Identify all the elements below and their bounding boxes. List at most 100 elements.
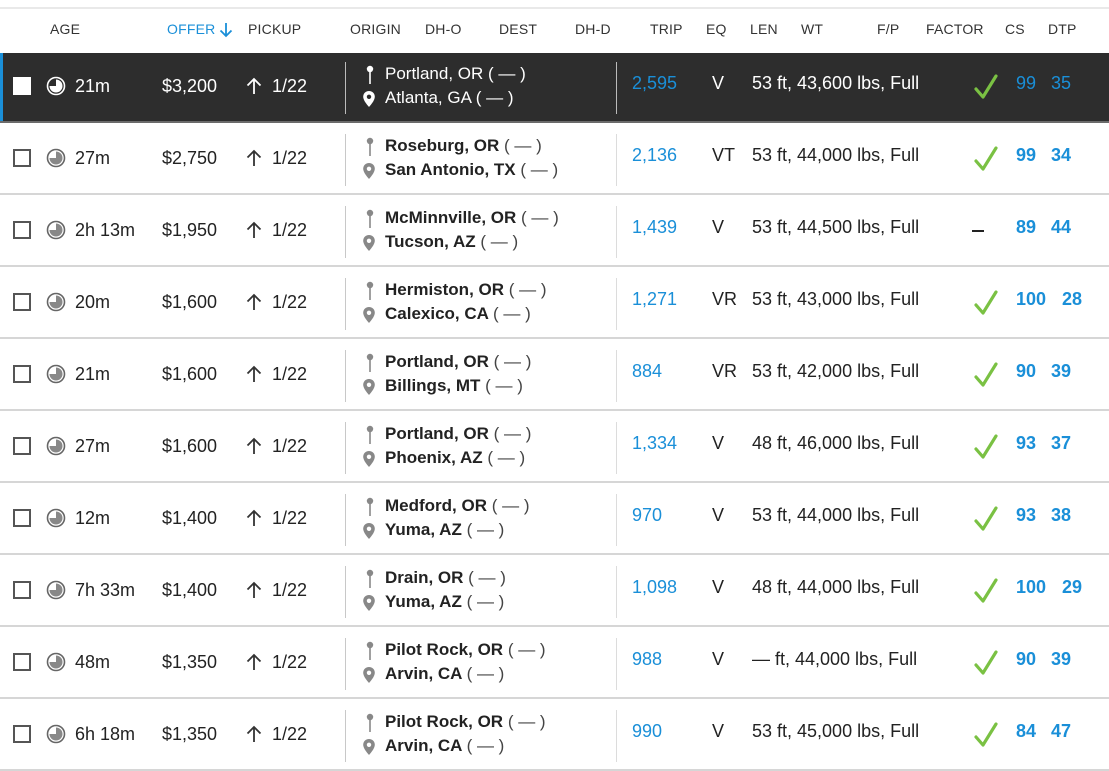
load-row[interactable]: 20m $1,600 1/22 Hermiston, OR ( — ) Cale…	[0, 269, 1109, 339]
row-checkbox[interactable]	[13, 293, 31, 311]
row-destination[interactable]: Atlanta, GA ( — )	[385, 88, 514, 107]
row-days-to-pay[interactable]: 47	[1051, 721, 1072, 741]
row-days-to-pay[interactable]: 37	[1051, 433, 1072, 453]
load-row[interactable]: 27m $1,600 1/22 Portland, OR ( — ) Phoen…	[0, 413, 1109, 483]
row-days-to-pay[interactable]: 38	[1051, 505, 1072, 525]
column-divider	[616, 134, 617, 186]
column-header-len[interactable]: LEN	[750, 21, 778, 37]
row-trip-miles[interactable]: 1,271	[632, 289, 678, 309]
row-origin[interactable]: Portland, OR ( — )	[385, 424, 532, 443]
row-checkbox[interactable]	[13, 509, 31, 527]
origin-deadhead: ( — )	[493, 424, 532, 443]
row-origin[interactable]: Pilot Rock, OR ( — )	[385, 712, 546, 731]
row-trip-miles[interactable]: 990	[632, 721, 663, 741]
factor-check-icon	[974, 362, 998, 387]
load-row[interactable]: 2h 13m $1,950 1/22 McMinnville, OR ( — )…	[0, 197, 1109, 267]
row-origin[interactable]: Portland, OR ( — )	[385, 352, 532, 371]
load-row[interactable]: 21m $1,600 1/22 Portland, OR ( — ) Billi…	[0, 341, 1109, 411]
row-destination[interactable]: Arvin, CA ( — )	[385, 664, 505, 683]
load-row[interactable]: 27m $2,750 1/22 Roseburg, OR ( — ) San A…	[0, 125, 1109, 195]
row-credit-score[interactable]: 90	[1016, 361, 1037, 381]
row-checkbox[interactable]	[13, 221, 31, 239]
column-header-age[interactable]: AGE	[50, 21, 81, 37]
column-header-eq[interactable]: EQ	[706, 21, 727, 37]
factor-none-dash	[972, 230, 984, 232]
row-trip-miles[interactable]: 2,595	[632, 73, 678, 93]
row-destination[interactable]: San Antonio, TX ( — )	[385, 160, 559, 179]
row-checkbox[interactable]	[13, 653, 31, 671]
row-origin[interactable]: Medford, OR ( — )	[385, 496, 530, 515]
row-destination[interactable]: Arvin, CA ( — )	[385, 736, 505, 755]
row-trip-miles[interactable]: 1,439	[632, 217, 678, 237]
row-credit-score[interactable]: 89	[1016, 217, 1037, 237]
row-checkbox[interactable]	[13, 437, 31, 455]
row-days-to-pay[interactable]: 34	[1051, 145, 1072, 165]
row-days-to-pay[interactable]: 29	[1062, 577, 1083, 597]
load-row[interactable]: 21m $3,200 1/22 Portland, OR ( — ) Atlan…	[0, 53, 1109, 123]
column-header-trip[interactable]: TRIP	[650, 21, 683, 37]
row-days-to-pay[interactable]: 35	[1051, 73, 1072, 93]
row-credit-score[interactable]: 100	[1016, 577, 1047, 597]
row-checkbox[interactable]	[13, 149, 31, 167]
row-trip-miles[interactable]: 970	[632, 505, 663, 525]
row-credit-score[interactable]: 99	[1016, 145, 1037, 165]
row-destination[interactable]: Billings, MT ( — )	[385, 376, 523, 395]
row-credit-score[interactable]: 93	[1016, 433, 1037, 453]
row-days-to-pay[interactable]: 44	[1051, 217, 1072, 237]
column-header-fp[interactable]: F/P	[877, 21, 900, 37]
row-origin[interactable]: Pilot Rock, OR ( — )	[385, 640, 546, 659]
row-credit-score[interactable]: 99	[1016, 73, 1037, 93]
row-origin[interactable]: Hermiston, OR ( — )	[385, 280, 547, 299]
row-checkbox[interactable]	[13, 581, 31, 599]
row-trip-miles[interactable]: 2,136	[632, 145, 678, 165]
row-trip-miles[interactable]: 1,334	[632, 433, 678, 453]
row-checkbox[interactable]	[13, 77, 31, 95]
load-row[interactable]: 12m $1,400 1/22 Medford, OR ( — ) Yuma, …	[0, 485, 1109, 555]
row-days-to-pay[interactable]: 39	[1051, 649, 1072, 669]
column-header-cs[interactable]: CS	[1005, 21, 1025, 37]
column-header-wt[interactable]: WT	[801, 21, 824, 37]
row-origin[interactable]: Portland, OR ( — )	[385, 64, 526, 83]
column-header-dest[interactable]: DEST	[499, 21, 538, 37]
row-trip-miles[interactable]: 884	[632, 361, 663, 381]
row-destination[interactable]: Phoenix, AZ ( — )	[385, 448, 526, 467]
column-header-dh-d[interactable]: DH-D	[575, 21, 611, 37]
row-origin[interactable]: Roseburg, OR ( — )	[385, 136, 542, 155]
factor-check-icon	[974, 650, 998, 675]
load-row[interactable]: 6h 18m $1,350 1/22 Pilot Rock, OR ( — ) …	[0, 701, 1109, 771]
row-equipment: V	[712, 505, 725, 525]
row-trip-miles[interactable]: 1,098	[632, 577, 678, 597]
row-days-to-pay[interactable]: 39	[1051, 361, 1072, 381]
column-header-dh-o[interactable]: DH-O	[425, 21, 462, 37]
row-credit-score[interactable]: 93	[1016, 505, 1037, 525]
column-header-pickup[interactable]: PICKUP	[248, 21, 302, 37]
column-header-dtp[interactable]: DTP	[1048, 21, 1077, 37]
row-destination[interactable]: Calexico, CA ( — )	[385, 304, 531, 323]
age-clock-icon	[46, 292, 66, 312]
row-origin[interactable]: McMinnville, OR ( — )	[385, 208, 559, 227]
row-days-to-pay[interactable]: 28	[1062, 289, 1083, 309]
row-length-weight-fp: 48 ft, 46,000 lbs, Full	[752, 433, 920, 453]
row-credit-score[interactable]: 100	[1016, 289, 1047, 309]
row-destination[interactable]: Yuma, AZ ( — )	[385, 520, 505, 539]
load-row[interactable]: 7h 33m $1,400 1/22 Drain, OR ( — ) Yuma,…	[0, 557, 1109, 627]
column-header-offer[interactable]: OFFER	[167, 21, 216, 37]
row-trip-miles[interactable]: 988	[632, 649, 663, 669]
origin-deadhead: ( — )	[508, 280, 547, 299]
row-credit-score[interactable]: 90	[1016, 649, 1037, 669]
row-checkbox[interactable]	[13, 725, 31, 743]
row-destination[interactable]: Yuma, AZ ( — )	[385, 592, 505, 611]
column-header-origin[interactable]: ORIGIN	[350, 21, 401, 37]
row-origin[interactable]: Drain, OR ( — )	[385, 568, 506, 587]
destination-pin-icon	[363, 91, 375, 107]
sort-arrow-down-icon[interactable]	[219, 22, 233, 38]
destination-deadhead: ( — )	[466, 664, 505, 683]
load-row[interactable]: 48m $1,350 1/22 Pilot Rock, OR ( — ) Arv…	[0, 629, 1109, 699]
column-divider	[345, 350, 346, 402]
row-credit-score[interactable]: 84	[1016, 721, 1037, 741]
column-header-factor[interactable]: FACTOR	[926, 21, 984, 37]
row-checkbox[interactable]	[13, 365, 31, 383]
column-divider	[616, 62, 617, 114]
row-destination[interactable]: Tucson, AZ ( — )	[385, 232, 519, 251]
row-equipment: V	[712, 649, 725, 669]
